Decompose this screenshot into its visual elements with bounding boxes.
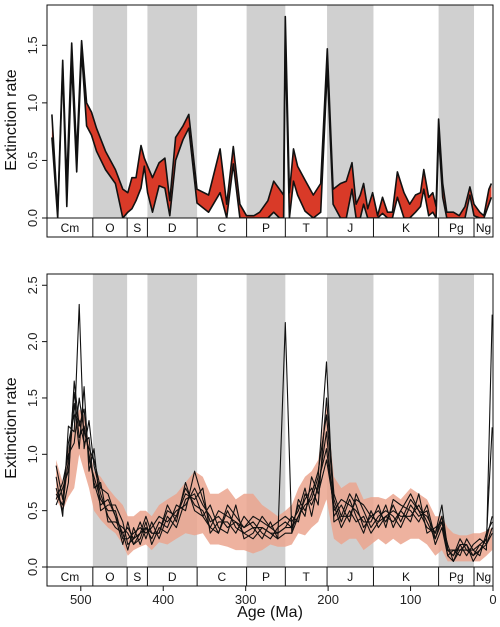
period-label-pg: Pg	[449, 570, 464, 584]
x-tick-label: 400	[152, 592, 174, 607]
period-label-o: O	[105, 221, 114, 235]
x-tick-label: 0	[489, 592, 496, 607]
x-tick-label: 500	[70, 592, 92, 607]
period-label-cm: Cm	[61, 570, 80, 584]
plot-frame	[46, 4, 494, 219]
sample-line-4	[55, 414, 493, 557]
uncertainty-band	[51, 16, 492, 218]
period-label-c: C	[218, 221, 227, 235]
y-tick-label: 0.0	[25, 558, 40, 576]
x-tick-label: 200	[317, 592, 339, 607]
period-label-c: C	[218, 570, 227, 584]
panel-top: Cm O S D C P T J K Pg Ng 0.0 0.5 1.0 1.5	[25, 4, 494, 238]
y-tick-label: 1.0	[25, 94, 40, 112]
period-label-p: P	[262, 570, 270, 584]
period-label-j: J	[347, 570, 353, 584]
y-tick-label: 1.0	[25, 445, 40, 463]
panel-bottom: Cm O S D C P T J K Pg Ng 0.0 0.5 1.0 1.5 2.0 2.5 500 400 30…	[25, 273, 497, 607]
x-tick-label: 100	[400, 592, 422, 607]
y-tick-label: 1.5	[25, 36, 40, 54]
period-shade-pg	[438, 5, 475, 218]
x-axis-title: Age (Ma)	[237, 604, 303, 621]
period-label-k: K	[402, 570, 410, 584]
period-label-ng: Ng	[476, 221, 491, 235]
period-label-t: T	[303, 221, 311, 235]
period-label-d: D	[168, 570, 177, 584]
period-label-ng: Ng	[476, 570, 491, 584]
period-label-o: O	[105, 570, 114, 584]
period-label-cm: Cm	[61, 221, 80, 235]
top-y-axis-title: Extinction rate	[3, 69, 20, 170]
y-tick-label: 0.0	[25, 209, 40, 227]
period-label-p: P	[262, 221, 270, 235]
period-shade-p	[246, 5, 286, 218]
y-tick-label: 2.0	[25, 333, 40, 351]
period-label-pg: Pg	[449, 221, 464, 235]
period-label-t: T	[303, 570, 311, 584]
y-tick-label: 0.5	[25, 502, 40, 520]
period-label-j: J	[347, 221, 353, 235]
period-label-k: K	[402, 221, 410, 235]
sample-line-6	[55, 397, 493, 551]
period-shade-o	[92, 5, 128, 218]
sample-line-1	[55, 314, 493, 557]
y-tick-label: 0.5	[25, 151, 40, 169]
y-tick-label: 2.5	[25, 276, 40, 294]
bottom-y-axis-title: Extinction rate	[3, 377, 20, 478]
x-tick-label: 300	[235, 592, 257, 607]
plot-frame	[46, 273, 494, 568]
period-label-d: D	[168, 221, 177, 235]
period-label-s: S	[133, 570, 141, 584]
sample-line-5	[55, 380, 493, 562]
y-tick-label: 1.5	[25, 389, 40, 407]
period-label-s: S	[133, 221, 141, 235]
period-shade-pg	[438, 274, 475, 567]
